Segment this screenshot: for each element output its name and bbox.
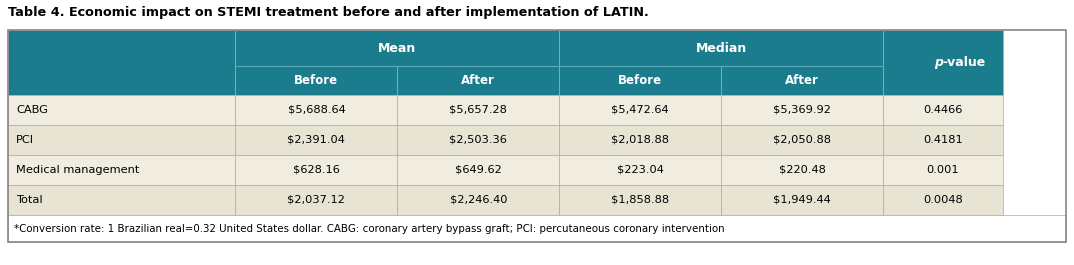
Text: $628.16: $628.16 (293, 165, 339, 175)
Bar (235, 66, 397, 95)
Bar (721, 185, 883, 215)
Text: Medical management: Medical management (16, 165, 140, 175)
Bar (397, 155, 560, 185)
Bar (8, 30, 235, 95)
Text: $649.62: $649.62 (455, 165, 502, 175)
Bar (8, 125, 235, 155)
Text: $5,688.64: $5,688.64 (288, 105, 345, 115)
Bar (8, 30, 1066, 242)
Text: Before: Before (294, 74, 338, 87)
Text: 0.4466: 0.4466 (923, 105, 962, 115)
Text: $2,018.88: $2,018.88 (611, 135, 669, 145)
Text: CABG: CABG (16, 105, 48, 115)
Bar (560, 125, 721, 155)
Bar (235, 185, 397, 215)
Bar (397, 95, 560, 125)
Bar (235, 95, 397, 125)
Text: Table 4. Economic impact on STEMI treatment before and after implementation of L: Table 4. Economic impact on STEMI treatm… (8, 6, 649, 19)
Bar (397, 66, 560, 95)
Text: $1,858.88: $1,858.88 (611, 195, 669, 205)
Bar (721, 95, 883, 125)
Bar (721, 66, 883, 95)
Text: p: p (933, 56, 943, 69)
Text: 0.4181: 0.4181 (923, 135, 962, 145)
Text: PCI: PCI (16, 135, 34, 145)
Bar (235, 125, 397, 155)
Text: $220.48: $220.48 (779, 165, 826, 175)
Text: $2,391.04: $2,391.04 (288, 135, 346, 145)
Text: Total: Total (16, 195, 43, 205)
Bar (8, 185, 235, 215)
Text: $5,472.64: $5,472.64 (611, 105, 669, 115)
Bar (721, 125, 883, 155)
Text: $223.04: $223.04 (616, 165, 664, 175)
Bar (560, 95, 721, 125)
Bar (8, 215, 1066, 242)
Text: $2,246.40: $2,246.40 (450, 195, 507, 205)
Bar (883, 30, 1002, 95)
Bar (883, 125, 1002, 155)
Text: 0.001: 0.001 (927, 165, 959, 175)
Bar (883, 185, 1002, 215)
Text: $2,503.36: $2,503.36 (449, 135, 507, 145)
Bar (8, 95, 235, 125)
Bar (883, 95, 1002, 125)
Bar (235, 30, 560, 66)
Text: $5,369.92: $5,369.92 (773, 105, 831, 115)
Bar (883, 155, 1002, 185)
Bar (721, 155, 883, 185)
Text: 0.0048: 0.0048 (923, 195, 962, 205)
Bar (8, 155, 235, 185)
Bar (560, 155, 721, 185)
Bar (560, 66, 721, 95)
Text: $2,037.12: $2,037.12 (288, 195, 346, 205)
Text: Before: Before (619, 74, 663, 87)
Text: After: After (462, 74, 495, 87)
Bar (560, 30, 883, 66)
Bar (397, 125, 560, 155)
Text: *Conversion rate: 1 Brazilian real=0.32 United States dollar. CABG: coronary art: *Conversion rate: 1 Brazilian real=0.32 … (14, 223, 725, 233)
Text: $2,050.88: $2,050.88 (773, 135, 831, 145)
Text: Mean: Mean (378, 42, 417, 55)
Text: -value: -value (943, 56, 986, 69)
Text: $1,949.44: $1,949.44 (773, 195, 831, 205)
Text: $5,657.28: $5,657.28 (449, 105, 507, 115)
Bar (235, 155, 397, 185)
Bar (560, 185, 721, 215)
Bar (397, 185, 560, 215)
Text: After: After (785, 74, 819, 87)
Text: Median: Median (696, 42, 746, 55)
